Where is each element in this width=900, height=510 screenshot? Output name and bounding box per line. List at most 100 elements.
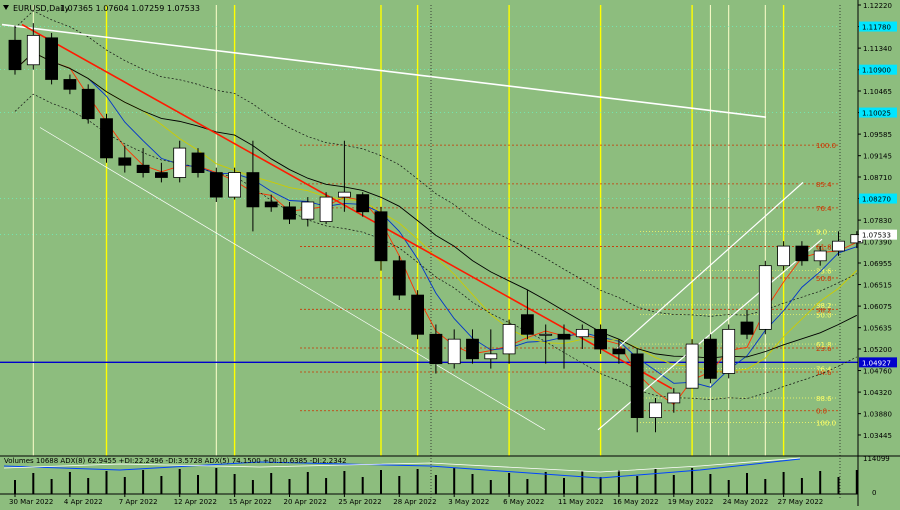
price-tag bbox=[859, 107, 897, 118]
price-tick-label: 1.03445 bbox=[863, 432, 892, 440]
candle-body[interactable] bbox=[63, 79, 77, 90]
fib-level-label-secondary: 76.4 bbox=[816, 366, 832, 374]
candle-body[interactable] bbox=[740, 321, 754, 335]
time-tick-label: 20 Apr 2022 bbox=[284, 498, 327, 506]
candle-body[interactable] bbox=[392, 260, 406, 296]
price-tick-label: 1.07830 bbox=[863, 217, 892, 225]
price-tag bbox=[859, 357, 897, 368]
price-tick-label: 1.04320 bbox=[863, 389, 892, 397]
candle-body[interactable] bbox=[118, 157, 132, 166]
candle-body[interactable] bbox=[45, 37, 58, 80]
price-tick-label: 1.09585 bbox=[863, 131, 892, 139]
price-tag bbox=[859, 64, 897, 75]
time-tick-label: 16 May 2022 bbox=[613, 498, 659, 506]
adx-di-line bbox=[3, 457, 801, 473]
candle-body[interactable] bbox=[447, 338, 461, 365]
candle-body[interactable] bbox=[484, 353, 498, 360]
candle-body[interactable] bbox=[630, 353, 644, 418]
price-tag bbox=[859, 193, 897, 204]
candle-body[interactable] bbox=[356, 194, 370, 213]
candle-body[interactable] bbox=[100, 118, 113, 159]
moving-average-5 bbox=[14, 51, 857, 388]
candle-body[interactable] bbox=[704, 338, 717, 379]
price-tick-label: 1.10465 bbox=[863, 88, 892, 96]
long-trendline bbox=[1, 23, 767, 119]
candle-body[interactable] bbox=[813, 250, 827, 262]
candle-body[interactable] bbox=[575, 328, 589, 338]
price-tick-label: 1.06955 bbox=[863, 260, 892, 268]
price-tick-label: 1.03880 bbox=[863, 411, 892, 419]
price-tick-label: 1.05635 bbox=[863, 325, 892, 333]
price-tick-label: 1.05200 bbox=[863, 346, 892, 354]
candle-body[interactable] bbox=[594, 328, 607, 350]
candle-body[interactable] bbox=[649, 402, 662, 418]
time-tick-label: 28 Apr 2022 bbox=[393, 498, 436, 506]
time-tick-label: 27 May 2022 bbox=[778, 498, 824, 506]
candle-body[interactable] bbox=[466, 338, 479, 360]
time-tick-label: 12 Apr 2022 bbox=[174, 498, 217, 506]
candle-body[interactable] bbox=[246, 172, 260, 208]
price-axis: 1.12220 1.11780 1.11340 1.10900 1.10465 1.100… bbox=[857, 0, 897, 506]
candle-body[interactable] bbox=[283, 206, 296, 220]
candle-body[interactable] bbox=[154, 172, 168, 178]
candle-body[interactable] bbox=[685, 343, 699, 389]
time-tick-label: 19 May 2022 bbox=[668, 498, 714, 506]
candle-body[interactable] bbox=[319, 196, 333, 222]
candle-body[interactable] bbox=[136, 164, 150, 173]
candle-body[interactable] bbox=[539, 333, 553, 336]
symbol-label: EURUSD,Daily bbox=[13, 4, 70, 13]
candle-body[interactable] bbox=[722, 328, 736, 374]
price-tag-label: 1.10900 bbox=[862, 67, 891, 75]
price-tick-label: 1.04760 bbox=[863, 368, 892, 376]
fib-level-label-secondary: 38.2 bbox=[816, 302, 832, 310]
lower-channel-line bbox=[39, 127, 546, 431]
fib-level-label: 0.0 bbox=[816, 408, 827, 416]
fib-level-label-secondary: 9.0 bbox=[816, 228, 827, 236]
candle-body[interactable] bbox=[521, 314, 534, 335]
price-tick-label: 1.08710 bbox=[863, 174, 892, 182]
candle-body[interactable] bbox=[667, 392, 681, 404]
time-tick-label: 6 May 2022 bbox=[503, 498, 544, 506]
fib-level-label: 100.0 bbox=[816, 142, 836, 150]
time-tick-label: 24 May 2022 bbox=[723, 498, 769, 506]
fib-level-label-secondary: 100.0 bbox=[816, 419, 836, 427]
candle-body[interactable] bbox=[81, 88, 95, 120]
uptrend-channel-upper bbox=[614, 181, 804, 351]
fib-level-label-secondary: 88.6 bbox=[816, 395, 832, 403]
time-axis: 30 Mar 2022 4 Apr 2022 7 Apr 2022 12 Apr 20… bbox=[9, 494, 823, 506]
candle-body[interactable] bbox=[612, 348, 626, 355]
candle-body[interactable] bbox=[795, 245, 809, 262]
menu-triangle-icon[interactable] bbox=[3, 5, 9, 10]
time-tick-label: 25 Apr 2022 bbox=[338, 498, 381, 506]
candle-body[interactable] bbox=[8, 39, 22, 71]
candle-body[interactable] bbox=[758, 265, 772, 330]
candle-body[interactable] bbox=[301, 201, 315, 220]
time-tick-label: 30 Mar 2022 bbox=[9, 498, 53, 506]
candle-body[interactable] bbox=[209, 172, 223, 198]
price-tick-label: 1.06075 bbox=[863, 303, 892, 311]
candle-body[interactable] bbox=[374, 211, 388, 262]
candle-body[interactable] bbox=[429, 333, 443, 365]
candle-body[interactable] bbox=[228, 172, 242, 198]
price-tag bbox=[859, 21, 897, 32]
fib-level-label: 50.0 bbox=[816, 275, 832, 283]
candle-body[interactable] bbox=[26, 34, 40, 66]
envelope-band-up bbox=[14, 10, 857, 317]
price-tag-label: 1.11780 bbox=[862, 24, 891, 32]
candle-body[interactable] bbox=[337, 191, 351, 198]
candle-body[interactable] bbox=[264, 201, 278, 208]
candle-body[interactable] bbox=[411, 294, 425, 335]
price-tick-label: 1.07390 bbox=[863, 239, 892, 247]
candle-body[interactable] bbox=[832, 240, 845, 252]
candle-body[interactable] bbox=[557, 333, 571, 340]
fib-level-label: 76.4 bbox=[816, 205, 832, 213]
candle-body[interactable] bbox=[777, 245, 790, 267]
price-tag bbox=[859, 229, 897, 240]
candle-body[interactable] bbox=[191, 152, 205, 173]
candle-body[interactable] bbox=[502, 324, 516, 355]
candle-body[interactable] bbox=[173, 147, 187, 178]
indicator-header: Volumes 10688 ADX(8) 62.9455 +DI:22.2496… bbox=[4, 457, 347, 465]
